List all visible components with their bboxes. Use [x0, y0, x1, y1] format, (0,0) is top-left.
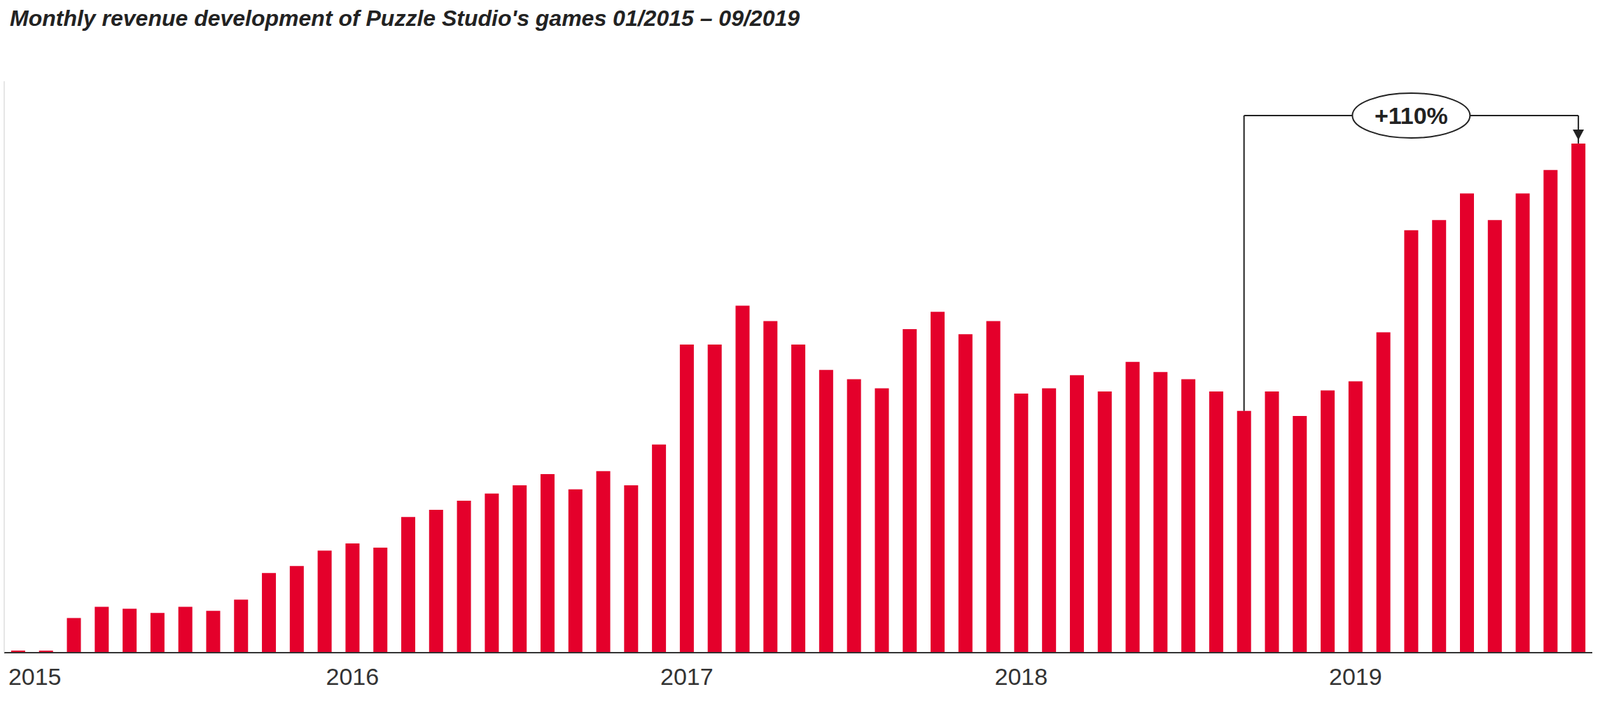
svg-text:2015: 2015 — [8, 663, 62, 690]
html-text:Monthly revenue development of: Monthly revenue development of Puzzle St… — [9, 5, 800, 31]
svg-text:2017: 2017 — [660, 663, 714, 690]
svg-text:2019: 2019 — [1329, 663, 1383, 690]
svg-text:+110%: +110% — [1374, 102, 1449, 129]
svg-text:2016: 2016 — [326, 663, 380, 690]
svg-text:2018: 2018 — [994, 663, 1048, 690]
